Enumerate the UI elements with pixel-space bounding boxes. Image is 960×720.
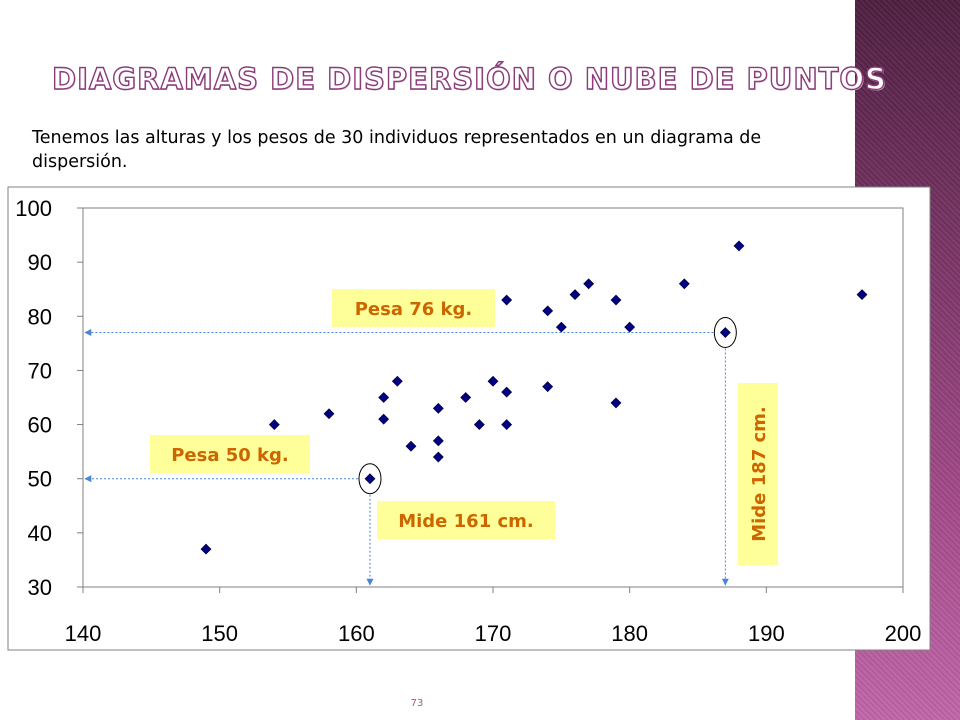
height-callout-box (377, 501, 555, 539)
highlight-circle (358, 463, 382, 495)
x-tick-label: 190 (748, 621, 785, 646)
data-point (501, 386, 513, 398)
y-tick-label: 60 (28, 413, 52, 438)
weight-callout-box (150, 435, 310, 473)
data-point (487, 375, 499, 387)
data-point (733, 240, 745, 252)
weight-callout-label: Pesa 50 kg. (171, 445, 289, 466)
guide-lines-layer (84, 329, 729, 586)
data-point (200, 543, 212, 555)
x-tick-label: 150 (201, 621, 238, 646)
data-point (501, 419, 513, 430)
data-point (460, 392, 472, 403)
data-point (364, 473, 376, 485)
callouts-layer: Pesa 50 kg. Mide 161 cm. Pesa 76 kg. Mide 1… (150, 289, 778, 565)
x-tick-label: 200 (885, 621, 922, 646)
data-point (323, 408, 335, 420)
data-point (391, 375, 403, 387)
y-tick-label: 50 (28, 467, 52, 492)
data-point (378, 413, 390, 425)
intro-text: Tenemos las alturas y los pesos de 30 in… (32, 128, 762, 172)
x-tick-label: 170 (475, 621, 512, 646)
height-callout-label: Mide 161 cm. (398, 511, 534, 532)
highlight-circles-layer (358, 317, 737, 495)
weight-callout-box (332, 289, 495, 327)
data-point (856, 289, 868, 301)
data-point (542, 305, 554, 317)
data-point (432, 402, 444, 414)
data-point (473, 419, 485, 430)
height-callout-box (738, 383, 778, 565)
y-tick-label: 80 (28, 304, 52, 329)
page-number: 73 (410, 698, 424, 709)
data-point (432, 451, 444, 463)
data-point (542, 381, 554, 393)
chart-frame (7, 186, 931, 651)
x-tick-label: 180 (611, 621, 648, 646)
data-point (569, 289, 581, 301)
data-point (678, 278, 690, 290)
y-tick-label: 30 (28, 575, 52, 600)
data-point (719, 327, 731, 338)
y-tick-label: 90 (28, 250, 52, 275)
points-layer (200, 240, 868, 555)
weight-callout-label: Pesa 76 kg. (355, 299, 473, 320)
data-point (624, 321, 636, 333)
data-point (432, 435, 444, 447)
data-point (583, 278, 595, 290)
y-tick-label: 100 (15, 196, 52, 221)
slide-title: Diagramas de dispersión o nube de puntos (51, 61, 887, 96)
y-tick-label: 70 (28, 358, 52, 383)
axes-layer: 140 150 160 170 180 190 200 30 40 50 60 70 80 90 100 (15, 196, 921, 646)
data-point (378, 392, 390, 403)
x-tick-label: 140 (65, 621, 102, 646)
x-tick-label: 160 (338, 621, 375, 646)
data-point (555, 321, 567, 333)
highlight-circle (713, 317, 737, 349)
y-tick-label: 40 (28, 521, 52, 546)
data-point (405, 440, 417, 452)
data-point (501, 294, 513, 306)
height-callout-label: Mide 187 cm. (749, 406, 770, 542)
data-point (610, 397, 622, 409)
data-point (610, 294, 622, 306)
data-point (268, 419, 280, 430)
